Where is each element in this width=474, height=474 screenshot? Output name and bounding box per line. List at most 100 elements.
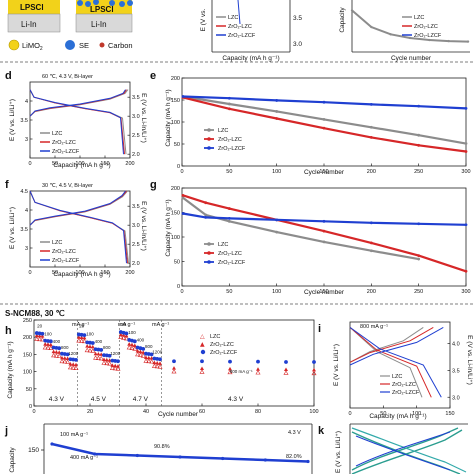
y2-tick-label: 2.5 [132,133,140,139]
data-point [104,357,109,362]
data-point [96,352,101,356]
x-tick-label: 60 [199,409,205,415]
data-point [65,352,70,357]
x-tick-label: 200 [125,270,134,276]
data-point [57,350,62,354]
panel-d: d 60 ℃, 4.3 V, Bi-layer E (V vs. Li/Li⁺)… [5,70,147,169]
data-point [227,107,231,111]
data-point [369,103,373,106]
data-point [141,346,146,351]
data-point [464,106,468,110]
panel-e-letter: e [150,70,156,82]
panel-c-series [350,9,470,43]
charge-curve [349,326,434,363]
data-point [85,344,90,348]
data-point [369,125,373,129]
y-tick-label: 3.5 [20,227,28,233]
data-point [46,342,50,346]
y-tick-label: 0 [29,404,32,410]
data-point [74,358,78,362]
plot-frame [181,77,467,167]
x-tick-label: 150 [319,169,328,175]
data-point [62,356,67,360]
data-point [87,348,93,353]
series-line [182,194,467,273]
data-point [40,334,45,338]
data-point [464,269,468,273]
data-point [50,442,54,446]
panel-d-ylabel-right: E (V vs. Li-In/Li⁺) [140,93,147,143]
data-point [82,333,87,338]
x-tick-label: 20 [87,409,93,415]
data-point [124,333,129,338]
legend-item: ZrO₂-LZCF [52,258,80,264]
y2-tick-label: 3.0 [452,395,460,401]
panel-j-letter: j [4,425,8,437]
panel-b-ytick-2: 3.0 [293,41,302,48]
lpscl-label: LPSCl [20,3,44,12]
data-point [42,344,48,350]
data-point [227,207,231,210]
data-point [71,362,76,366]
x-tick-label: 50 [52,161,58,167]
data-point [466,40,470,43]
data-point [101,360,107,365]
data-point [322,229,326,233]
x-tick-label: 0 [28,161,31,167]
data-point [140,353,146,358]
x-tick-label: 200 [367,169,376,175]
legend-item: ZrO₂-LZC [228,24,252,30]
data-point [118,332,123,336]
legend-item: ZrO₂-LZC [52,140,76,146]
data-point [104,353,109,358]
data-point [275,99,279,102]
data-point [51,345,56,350]
panel-b-ytick: 3.5 [293,15,302,22]
data-point [126,344,132,350]
data-point [60,351,64,356]
y2-tick-label: 3.0 [132,223,140,229]
charge-curve [349,326,444,366]
panel-d-xlabel: Capacity (mA h g⁻¹) [53,162,110,169]
data-point [181,212,185,215]
data-point [43,338,48,343]
panel-i-rate: 800 mA g⁻¹ [360,324,388,330]
data-point [350,9,354,12]
discharge-curve [349,327,432,398]
plot-frame [181,187,467,287]
voltage-label: 4.5 V [91,396,107,403]
data-point [88,344,92,348]
panel-j-annotation: 82.0% [286,454,302,460]
data-point [408,36,412,40]
data-point [312,367,316,372]
panel-b: E (V vs. 3.5 3.0 LZC ZrO₂-LZC ZrO₂-LZCF … [200,0,302,62]
data-point [127,342,132,346]
y2-tick-label: 3.5 [132,95,140,101]
data-point [90,341,95,345]
data-point [227,219,231,223]
y-tick-label: 3 [25,137,28,143]
data-point [48,342,53,347]
rate-label: 20 [121,322,127,327]
data-point [62,352,67,356]
liin-layer [7,13,61,33]
panel-g-xlabel: Cycle number [304,289,345,296]
x-tick-label: 0 [32,409,35,415]
data-point [151,363,157,368]
lpscl-layer [8,0,60,14]
panel-b-xlabel: Capacity (mA h g⁻¹) [222,55,279,62]
svg-text:△: △ [200,333,205,340]
panel-g: g Capacity (mA h g⁻¹) Cycle number LZC Z… [150,179,471,296]
panel-h-letter: h [5,325,12,337]
data-point [93,347,98,352]
y2-tick-label: 2.0 [132,152,140,158]
x-tick-label: 250 [414,169,423,175]
legend-item: ZrO₂-LZCF [210,350,238,356]
data-point [172,359,176,364]
y-tick-label: 4.5 [20,189,28,195]
data-point [113,359,118,363]
panel-f-ylabel-left: E (V vs. Li/Li⁺) [9,207,16,249]
panel-i-letter: i [318,323,321,335]
data-point [146,352,151,356]
data-point [76,338,82,343]
